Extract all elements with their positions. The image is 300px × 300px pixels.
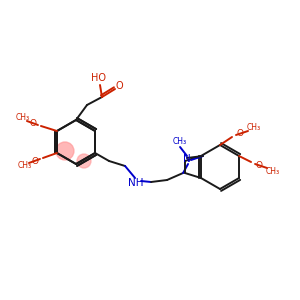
Text: O: O	[32, 157, 38, 166]
Text: CH₃: CH₃	[16, 113, 30, 122]
Circle shape	[56, 142, 74, 160]
Text: O: O	[236, 128, 244, 137]
Text: NH: NH	[128, 178, 144, 188]
Text: CH₃: CH₃	[18, 161, 32, 170]
Text: HO: HO	[91, 73, 106, 83]
Text: CH₃: CH₃	[173, 136, 187, 146]
Text: N: N	[183, 154, 191, 164]
Text: CH₃: CH₃	[247, 124, 261, 133]
Text: O: O	[115, 81, 123, 91]
Text: O: O	[29, 118, 36, 127]
Text: CH₃: CH₃	[266, 167, 280, 176]
Text: O: O	[256, 161, 262, 170]
Circle shape	[77, 154, 91, 168]
